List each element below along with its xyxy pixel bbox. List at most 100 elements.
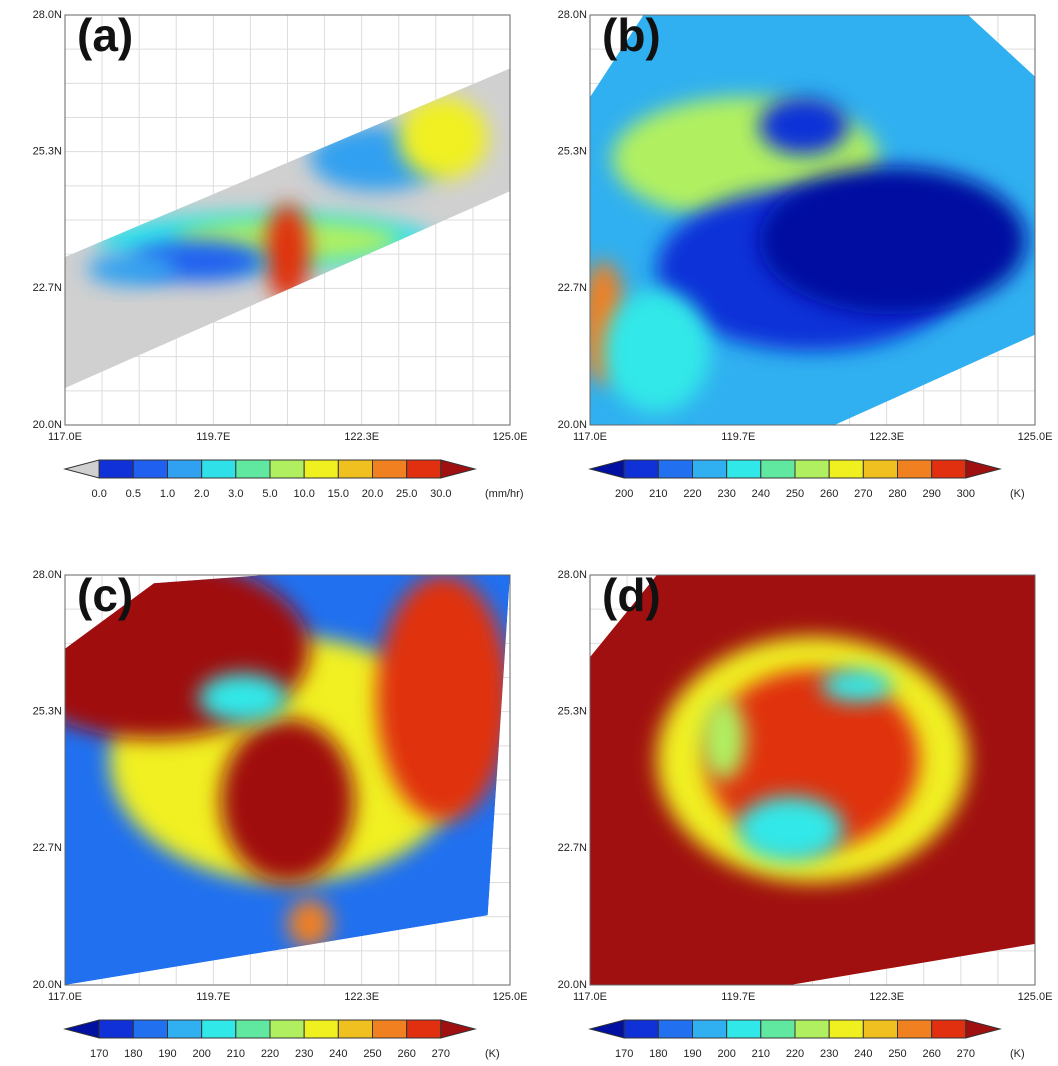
colorbar-label: 250: [363, 1048, 381, 1060]
colorbar-cell: [132, 1019, 168, 1039]
colorbar-cell: [965, 459, 1002, 479]
y-tick-label: 20.0N: [33, 419, 62, 431]
colorbar-label: 5.0: [262, 488, 277, 500]
colorbar-label: 290: [922, 488, 940, 500]
colorbar-cell: [931, 1019, 967, 1039]
colorbar-label: 15.0: [328, 488, 349, 500]
colorbar-cell: [760, 1019, 796, 1039]
y-tick-label: 25.3N: [33, 146, 62, 158]
colorbar-cell: [167, 1019, 203, 1039]
field-blob: [821, 669, 893, 703]
y-tick-label: 25.3N: [33, 706, 62, 718]
colorbar-label: 200: [615, 488, 633, 500]
colorbar-cell: [269, 459, 305, 479]
colorbar-label: 240: [854, 1048, 872, 1060]
field-blob: [287, 898, 332, 949]
x-tick-label: 125.0E: [493, 991, 528, 1003]
field-blob: [759, 97, 849, 155]
colorbar-label: 230: [717, 488, 735, 500]
colorbar-cell: [98, 459, 134, 479]
x-tick-label: 119.7E: [196, 431, 230, 443]
colorbar-label: 190: [158, 1048, 176, 1060]
colorbar-cell: [794, 459, 830, 479]
x-tick-label: 122.3E: [344, 431, 379, 443]
colorbar-cell: [63, 459, 100, 479]
colorbar-label: 230: [295, 1048, 313, 1060]
colorbar-label: 2.0: [194, 488, 209, 500]
colorbar-cell: [931, 459, 967, 479]
colorbar-label: 220: [261, 1048, 279, 1060]
colorbar-label: 240: [752, 488, 770, 500]
colorbar-unit: (mm/hr): [485, 488, 524, 500]
y-tick-label: 22.7N: [33, 282, 62, 294]
field-blob: [701, 698, 746, 780]
colorbar-cell: [692, 1019, 728, 1039]
colorbar-cell: [794, 1019, 830, 1039]
colorbar-label: 220: [786, 1048, 804, 1060]
colorbar-cell: [201, 459, 237, 479]
colorbar-label: 260: [820, 488, 838, 500]
colorbar-cell: [269, 1019, 305, 1039]
colorbar-cell: [167, 459, 203, 479]
colorbar-label: 0.5: [126, 488, 141, 500]
colorbar-label: 250: [888, 1048, 906, 1060]
colorbar-label: 250: [786, 488, 804, 500]
colorbar-cell: [588, 459, 625, 479]
colorbar-cell: [692, 459, 728, 479]
y-tick-label: 20.0N: [558, 979, 587, 991]
colorbar-label: 1.0: [160, 488, 175, 500]
x-tick-label: 119.7E: [721, 991, 755, 1003]
colorbar-cell: [337, 1019, 374, 1039]
colorbar-label: 270: [854, 488, 872, 500]
colorbar-cell: [726, 459, 762, 479]
field-blob: [198, 673, 288, 723]
field-blob: [87, 252, 177, 286]
colorbar-cell: [657, 1019, 693, 1039]
x-tick-label: 125.0E: [493, 431, 528, 443]
colorbar-label: 210: [752, 1048, 770, 1060]
colorbar-cell: [588, 1019, 625, 1039]
y-tick-label: 22.7N: [558, 842, 587, 854]
x-tick-label: 117.0E: [48, 431, 82, 443]
x-tick-label: 125.0E: [1018, 991, 1053, 1003]
x-tick-label: 119.7E: [721, 431, 755, 443]
colorbar-label: 210: [649, 488, 667, 500]
colorbar-cell: [862, 459, 898, 479]
colorbar-label: 260: [397, 1048, 415, 1060]
colorbar-cell: [726, 1019, 762, 1039]
map-border: [64, 14, 511, 426]
y-tick-label: 25.3N: [558, 146, 587, 158]
colorbar-cell: [965, 1019, 1002, 1039]
colorbar-cell: [862, 1019, 898, 1039]
x-tick-label: 125.0E: [1018, 431, 1053, 443]
colorbar-label: 220: [683, 488, 701, 500]
panel-label: (a): [77, 9, 133, 61]
panel-label: (d): [602, 569, 661, 621]
colorbar-label: 170: [615, 1048, 633, 1060]
colorbar-cell: [63, 1019, 100, 1039]
field-blob: [603, 289, 711, 413]
colorbar-label: 200: [192, 1048, 210, 1060]
colorbar-label: 170: [90, 1048, 108, 1060]
y-tick-label: 28.0N: [558, 9, 587, 21]
y-tick-label: 28.0N: [33, 9, 62, 21]
colorbar-cell: [828, 1019, 864, 1039]
colorbar-label: 25.0: [396, 488, 417, 500]
colorbar-cell: [235, 1019, 271, 1039]
colorbar-cell: [132, 459, 168, 479]
x-tick-label: 117.0E: [573, 431, 607, 443]
y-tick-label: 28.0N: [558, 569, 587, 581]
colorbar-cell: [98, 1019, 134, 1039]
field: [65, 575, 510, 985]
colorbar-cell: [623, 459, 659, 479]
field-blob: [220, 718, 355, 883]
panel-label: (b): [602, 9, 661, 61]
colorbar-label: 3.0: [228, 488, 243, 500]
field-blob: [736, 796, 844, 862]
colorbar-cell: [406, 1019, 442, 1039]
colorbar-unit: (K): [1010, 1048, 1025, 1060]
field-blob: [759, 166, 1027, 315]
